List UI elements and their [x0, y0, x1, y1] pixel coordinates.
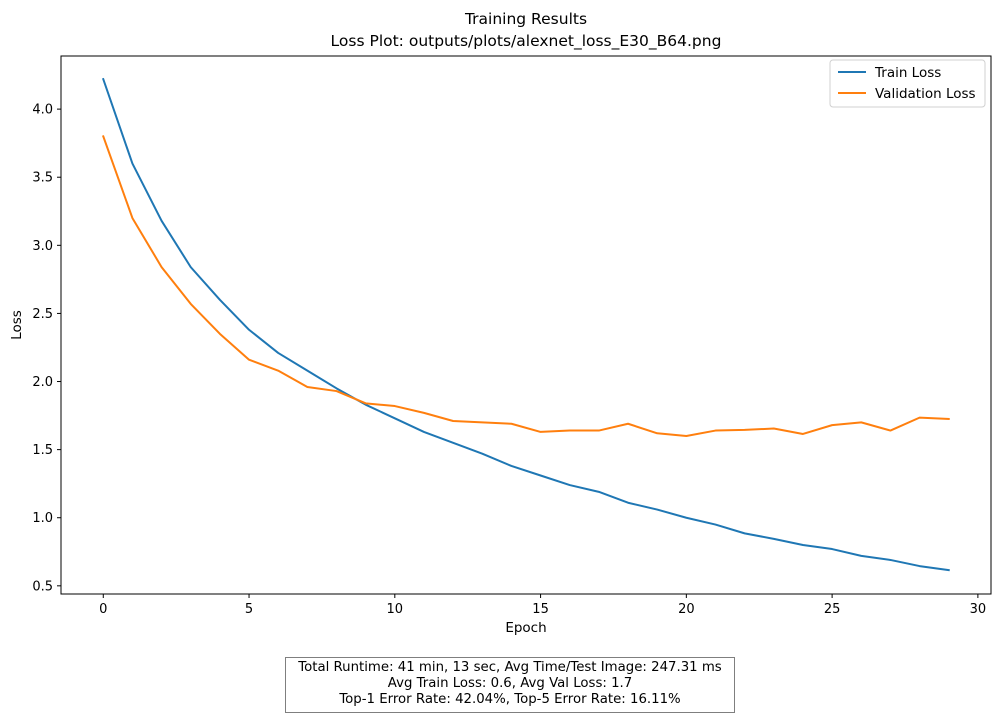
- y-tick-label: 0.5: [32, 579, 53, 594]
- chart-subtitle: Loss Plot: outputs/plots/alexnet_loss_E3…: [331, 32, 722, 51]
- stats-runtime: Total Runtime: 41 min, 13 sec, Avg Time/…: [298, 660, 722, 675]
- y-tick-label: 3.5: [32, 171, 53, 186]
- x-tick-label: 20: [678, 602, 695, 617]
- legend-frame: [829, 59, 986, 108]
- x-tick-label: 0: [99, 602, 107, 617]
- y-tick-label: 1.5: [32, 443, 53, 458]
- y-tick-label: 3.0: [32, 239, 53, 254]
- x-tick-label: 25: [824, 602, 841, 617]
- y-tick-label: 2.0: [32, 375, 53, 390]
- chart-title: Training Results: [464, 10, 587, 28]
- x-tick-label: 10: [387, 602, 404, 617]
- stats-box: Total Runtime: 41 min, 13 sec, Avg Time/…: [285, 657, 735, 713]
- y-tick-label: 4.0: [32, 103, 53, 118]
- y-tick-label: 2.5: [32, 307, 53, 322]
- loss-chart: Training Results Loss Plot: outputs/plot…: [9, 10, 992, 636]
- x-tick-label: 5: [245, 602, 253, 617]
- axes-frame: [60, 55, 992, 595]
- legend: Train Loss Validation Loss: [829, 59, 986, 108]
- stats-avg-loss: Avg Train Loss: 0.6, Avg Val Loss: 1.7: [387, 676, 633, 691]
- y-tick-label: 1.0: [32, 511, 53, 526]
- series-line-train-loss: [101, 77, 950, 572]
- plot-area: 0 5 10 15 20 25 30 0.5 1.0 1.5 2.0 2.5 3.0 3.5 4.0: [32, 55, 992, 617]
- x-tick-label: 30: [970, 602, 987, 617]
- y-axis-label: Loss: [9, 310, 25, 340]
- legend-label-validation: Validation Loss: [875, 86, 976, 102]
- x-axis-label: Epoch: [505, 620, 546, 636]
- series-line-validation-loss: [101, 135, 950, 438]
- x-tick-label: 15: [532, 602, 549, 617]
- legend-label-train: Train Loss: [874, 65, 941, 81]
- stats-error-rate: Top-1 Error Rate: 42.04%, Top-5 Error Ra…: [339, 692, 681, 707]
